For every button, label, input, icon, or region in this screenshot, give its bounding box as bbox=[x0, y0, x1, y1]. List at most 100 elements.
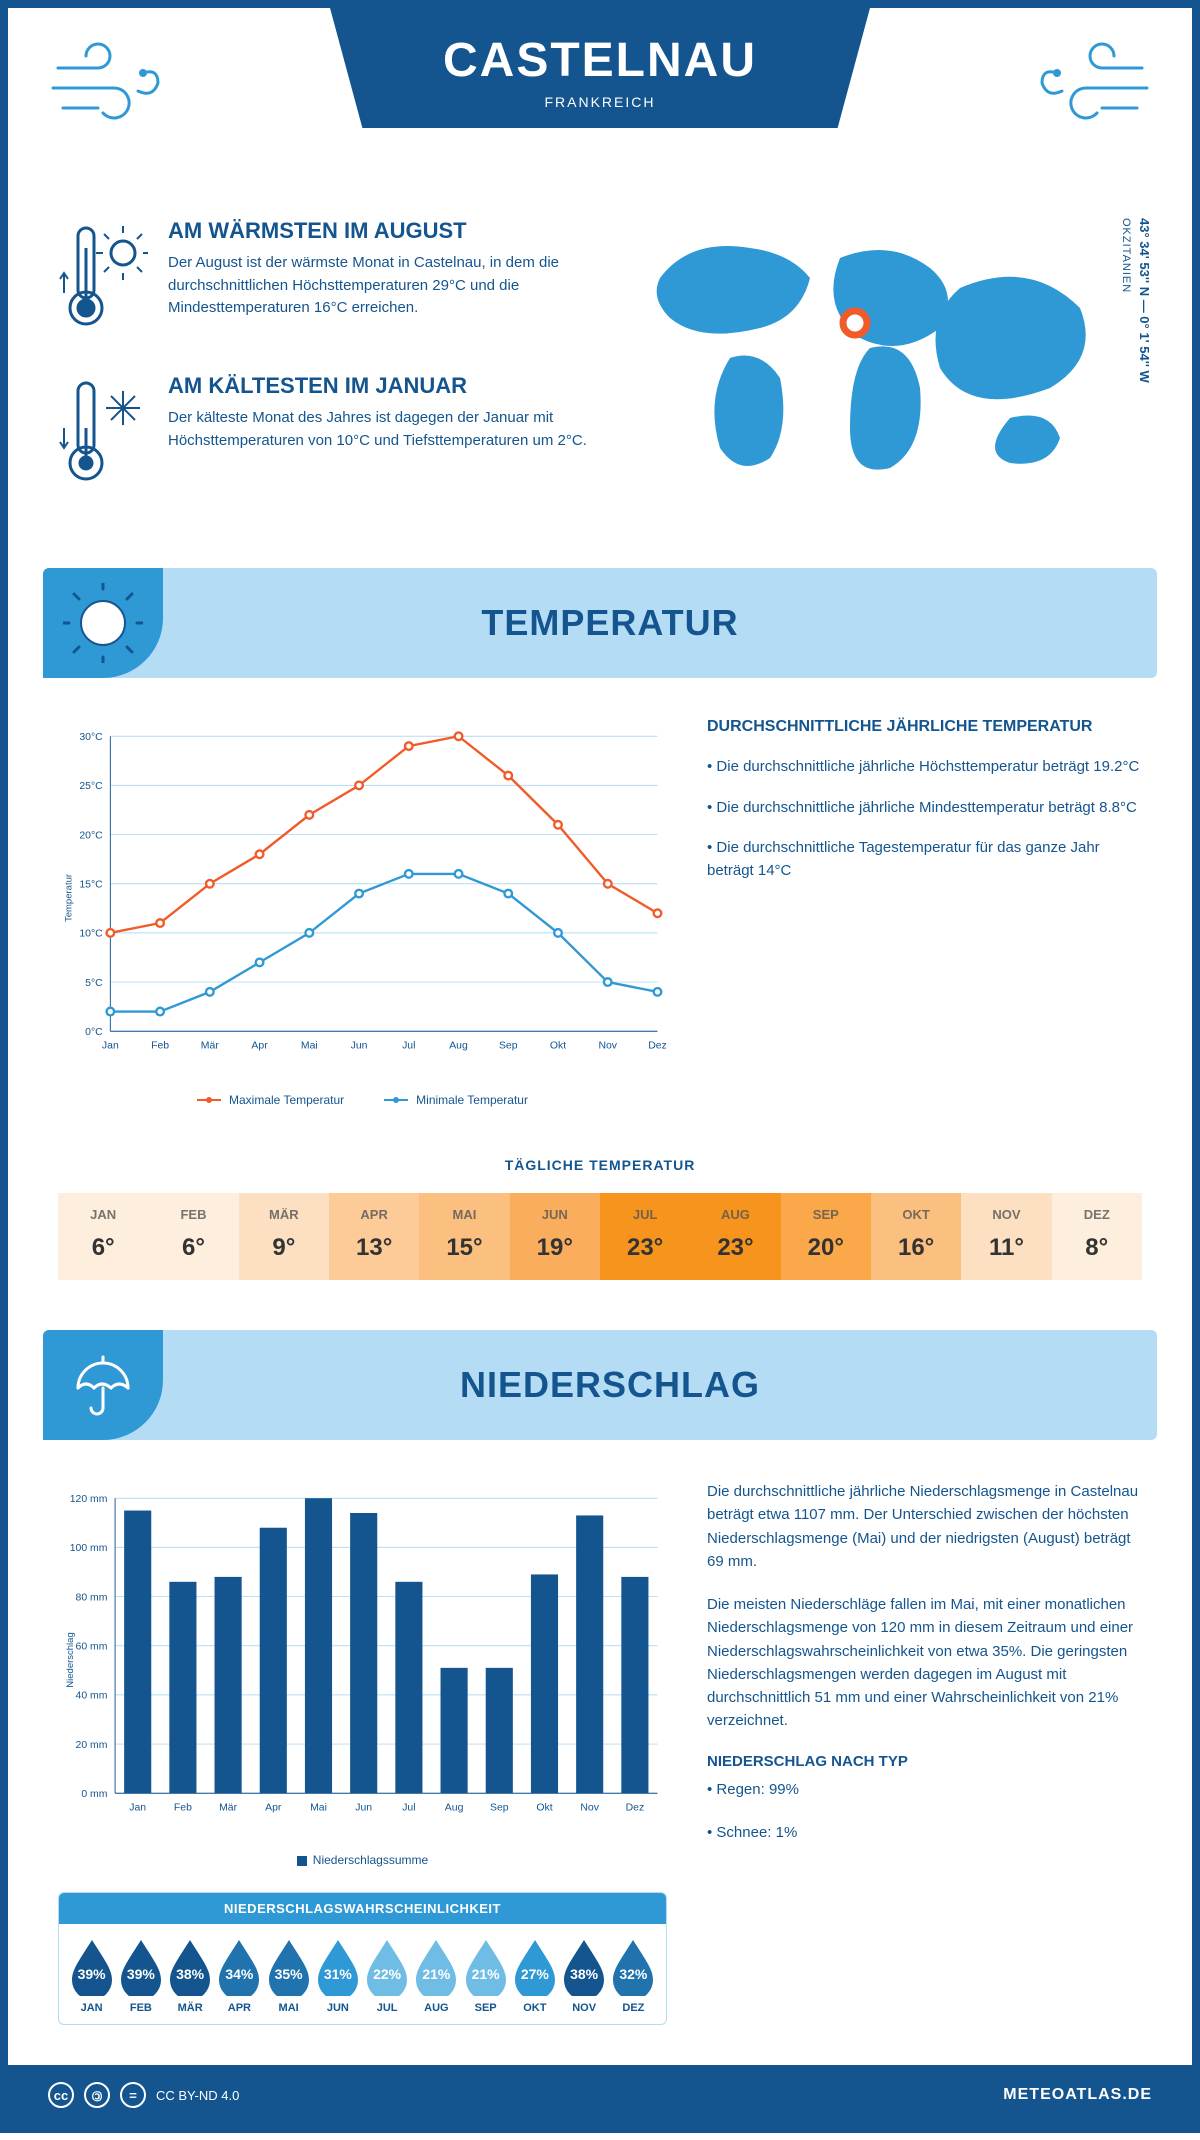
drop-cell: 34% APR bbox=[215, 1938, 264, 2014]
svg-text:Temperatur: Temperatur bbox=[63, 874, 74, 922]
drop-cell: 27% OKT bbox=[510, 1938, 559, 2014]
precip-probability-panel: NIEDERSCHLAGSWAHRSCHEINLICHKEIT 39% JAN … bbox=[58, 1892, 667, 2025]
svg-text:15°C: 15°C bbox=[79, 880, 103, 891]
location-marker-icon bbox=[843, 311, 867, 335]
by-icon: 🄯 bbox=[84, 2082, 110, 2108]
drop-cell: 22% JUL bbox=[363, 1938, 412, 2014]
title-banner: CASTELNAU FRANKREICH bbox=[330, 8, 870, 128]
wind-icon bbox=[48, 38, 168, 143]
svg-text:30°C: 30°C bbox=[79, 732, 103, 743]
svg-text:60 mm: 60 mm bbox=[76, 1642, 108, 1653]
region-label: OKZITANIEN bbox=[1120, 218, 1132, 293]
svg-text:Jan: Jan bbox=[102, 1040, 119, 1051]
svg-text:20 mm: 20 mm bbox=[76, 1740, 108, 1751]
svg-text:Nov: Nov bbox=[580, 1802, 599, 1813]
svg-text:40 mm: 40 mm bbox=[76, 1691, 108, 1702]
svg-text:25°C: 25°C bbox=[79, 781, 103, 792]
footer: cc 🄯 = CC BY-ND 4.0 METEOATLAS.DE bbox=[8, 2065, 1192, 2125]
cc-icon: cc bbox=[48, 2082, 74, 2108]
svg-text:Dez: Dez bbox=[648, 1040, 667, 1051]
nd-icon: = bbox=[120, 2082, 146, 2108]
drop-cell: 21% AUG bbox=[412, 1938, 461, 2014]
daily-temp-heading: TÄGLICHE TEMPERATUR bbox=[8, 1157, 1192, 1173]
svg-text:Jan: Jan bbox=[129, 1802, 146, 1813]
raindrop-icon: 22% bbox=[363, 1938, 411, 1996]
month-cell: JUL23° bbox=[600, 1193, 690, 1280]
month-cell: NOV11° bbox=[961, 1193, 1051, 1280]
raindrop-icon: 32% bbox=[609, 1938, 657, 1996]
month-cell: SEP20° bbox=[781, 1193, 871, 1280]
sun-icon bbox=[43, 568, 163, 678]
warmest-heading: AM WÄRMSTEN IM AUGUST bbox=[168, 218, 610, 244]
svg-text:10°C: 10°C bbox=[79, 929, 103, 940]
umbrella-icon bbox=[43, 1330, 163, 1440]
month-cell: AUG23° bbox=[690, 1193, 780, 1280]
precip-bar-chart: 0 mm20 mm40 mm60 mm80 mm100 mm120 mmJanF… bbox=[58, 1480, 667, 1867]
svg-text:Sep: Sep bbox=[499, 1040, 518, 1051]
raindrop-icon: 39% bbox=[117, 1938, 165, 1996]
coldest-block: AM KÄLTESTEN IM JANUAR Der kälteste Mona… bbox=[58, 373, 610, 498]
precip-text-2: Die meisten Niederschläge fallen im Mai,… bbox=[707, 1593, 1142, 1733]
month-cell: MAI15° bbox=[419, 1193, 509, 1280]
section-head-temperature: TEMPERATUR bbox=[43, 568, 1157, 678]
svg-text:Aug: Aug bbox=[445, 1802, 464, 1813]
svg-text:20°C: 20°C bbox=[79, 830, 103, 841]
summary-heading: DURCHSCHNITTLICHE JÄHRLICHE TEMPERATUR bbox=[707, 718, 1142, 736]
drop-cell: 38% MÄR bbox=[166, 1938, 215, 2014]
svg-text:0°C: 0°C bbox=[85, 1027, 103, 1038]
header: CASTELNAU FRANKREICH bbox=[8, 8, 1192, 208]
svg-text:Mär: Mär bbox=[201, 1040, 220, 1051]
raindrop-icon: 34% bbox=[215, 1938, 263, 1996]
drop-cell: 39% FEB bbox=[116, 1938, 165, 2014]
world-map: OKZITANIEN 43° 34' 53'' N — 0° 1' 54'' W bbox=[640, 218, 1142, 528]
temperature-summary: DURCHSCHNITTLICHE JÄHRLICHE TEMPERATUR •… bbox=[707, 718, 1142, 1107]
raindrop-icon: 21% bbox=[462, 1938, 510, 1996]
svg-text:Feb: Feb bbox=[151, 1040, 169, 1051]
warmest-block: AM WÄRMSTEN IM AUGUST Der August ist der… bbox=[58, 218, 610, 343]
brand-label: METEOATLAS.DE bbox=[1003, 2086, 1152, 2104]
page-subtitle: FRANKREICH bbox=[330, 94, 870, 110]
svg-text:Jul: Jul bbox=[402, 1802, 415, 1813]
svg-text:80 mm: 80 mm bbox=[76, 1592, 108, 1603]
summary-bullet: • Die durchschnittliche jährliche Höchst… bbox=[707, 756, 1142, 779]
svg-text:Feb: Feb bbox=[174, 1802, 192, 1813]
license-block: cc 🄯 = CC BY-ND 4.0 bbox=[48, 2082, 239, 2108]
svg-text:Jul: Jul bbox=[402, 1040, 415, 1051]
svg-text:Mai: Mai bbox=[310, 1802, 327, 1813]
svg-text:Jun: Jun bbox=[351, 1040, 368, 1051]
raindrop-icon: 39% bbox=[68, 1938, 116, 1996]
chart-legend: Maximale Temperatur Minimale Temperatur bbox=[58, 1093, 667, 1107]
svg-text:Apr: Apr bbox=[265, 1802, 282, 1813]
wind-icon bbox=[1032, 38, 1152, 143]
month-cell: FEB6° bbox=[148, 1193, 238, 1280]
thermometer-sun-icon bbox=[58, 218, 148, 343]
precip-type-item: • Schnee: 1% bbox=[707, 1821, 1142, 1844]
svg-text:Niederschlag: Niederschlag bbox=[65, 1632, 76, 1687]
section-title: NIEDERSCHLAG bbox=[163, 1364, 1157, 1406]
daily-temp-strip: JAN6°FEB6°MÄR9°APR13°MAI15°JUN19°JUL23°A… bbox=[58, 1193, 1142, 1280]
month-cell: MÄR9° bbox=[239, 1193, 329, 1280]
raindrop-icon: 38% bbox=[166, 1938, 214, 1996]
thermometer-snow-icon bbox=[58, 373, 148, 498]
drop-cell: 39% JAN bbox=[67, 1938, 116, 2014]
svg-text:Mai: Mai bbox=[301, 1040, 318, 1051]
warmest-text: Der August ist der wärmste Monat in Cast… bbox=[168, 252, 610, 320]
svg-text:0 mm: 0 mm bbox=[81, 1789, 107, 1800]
precip-text-1: Die durchschnittliche jährliche Niedersc… bbox=[707, 1480, 1142, 1573]
svg-text:Aug: Aug bbox=[449, 1040, 468, 1051]
raindrop-icon: 21% bbox=[412, 1938, 460, 1996]
svg-text:Okt: Okt bbox=[536, 1802, 552, 1813]
precip-summary: Die durchschnittliche jährliche Niedersc… bbox=[707, 1480, 1142, 2025]
svg-text:Apr: Apr bbox=[251, 1040, 268, 1051]
svg-text:Jun: Jun bbox=[355, 1802, 372, 1813]
drop-cell: 38% NOV bbox=[560, 1938, 609, 2014]
month-cell: OKT16° bbox=[871, 1193, 961, 1280]
svg-text:Dez: Dez bbox=[626, 1802, 645, 1813]
raindrop-icon: 27% bbox=[511, 1938, 559, 1996]
drop-cell: 35% MAI bbox=[264, 1938, 313, 2014]
svg-text:Sep: Sep bbox=[490, 1802, 509, 1813]
svg-text:100 mm: 100 mm bbox=[70, 1543, 108, 1554]
drop-cell: 32% DEZ bbox=[609, 1938, 658, 2014]
coldest-heading: AM KÄLTESTEN IM JANUAR bbox=[168, 373, 610, 399]
section-title: TEMPERATUR bbox=[163, 602, 1157, 644]
